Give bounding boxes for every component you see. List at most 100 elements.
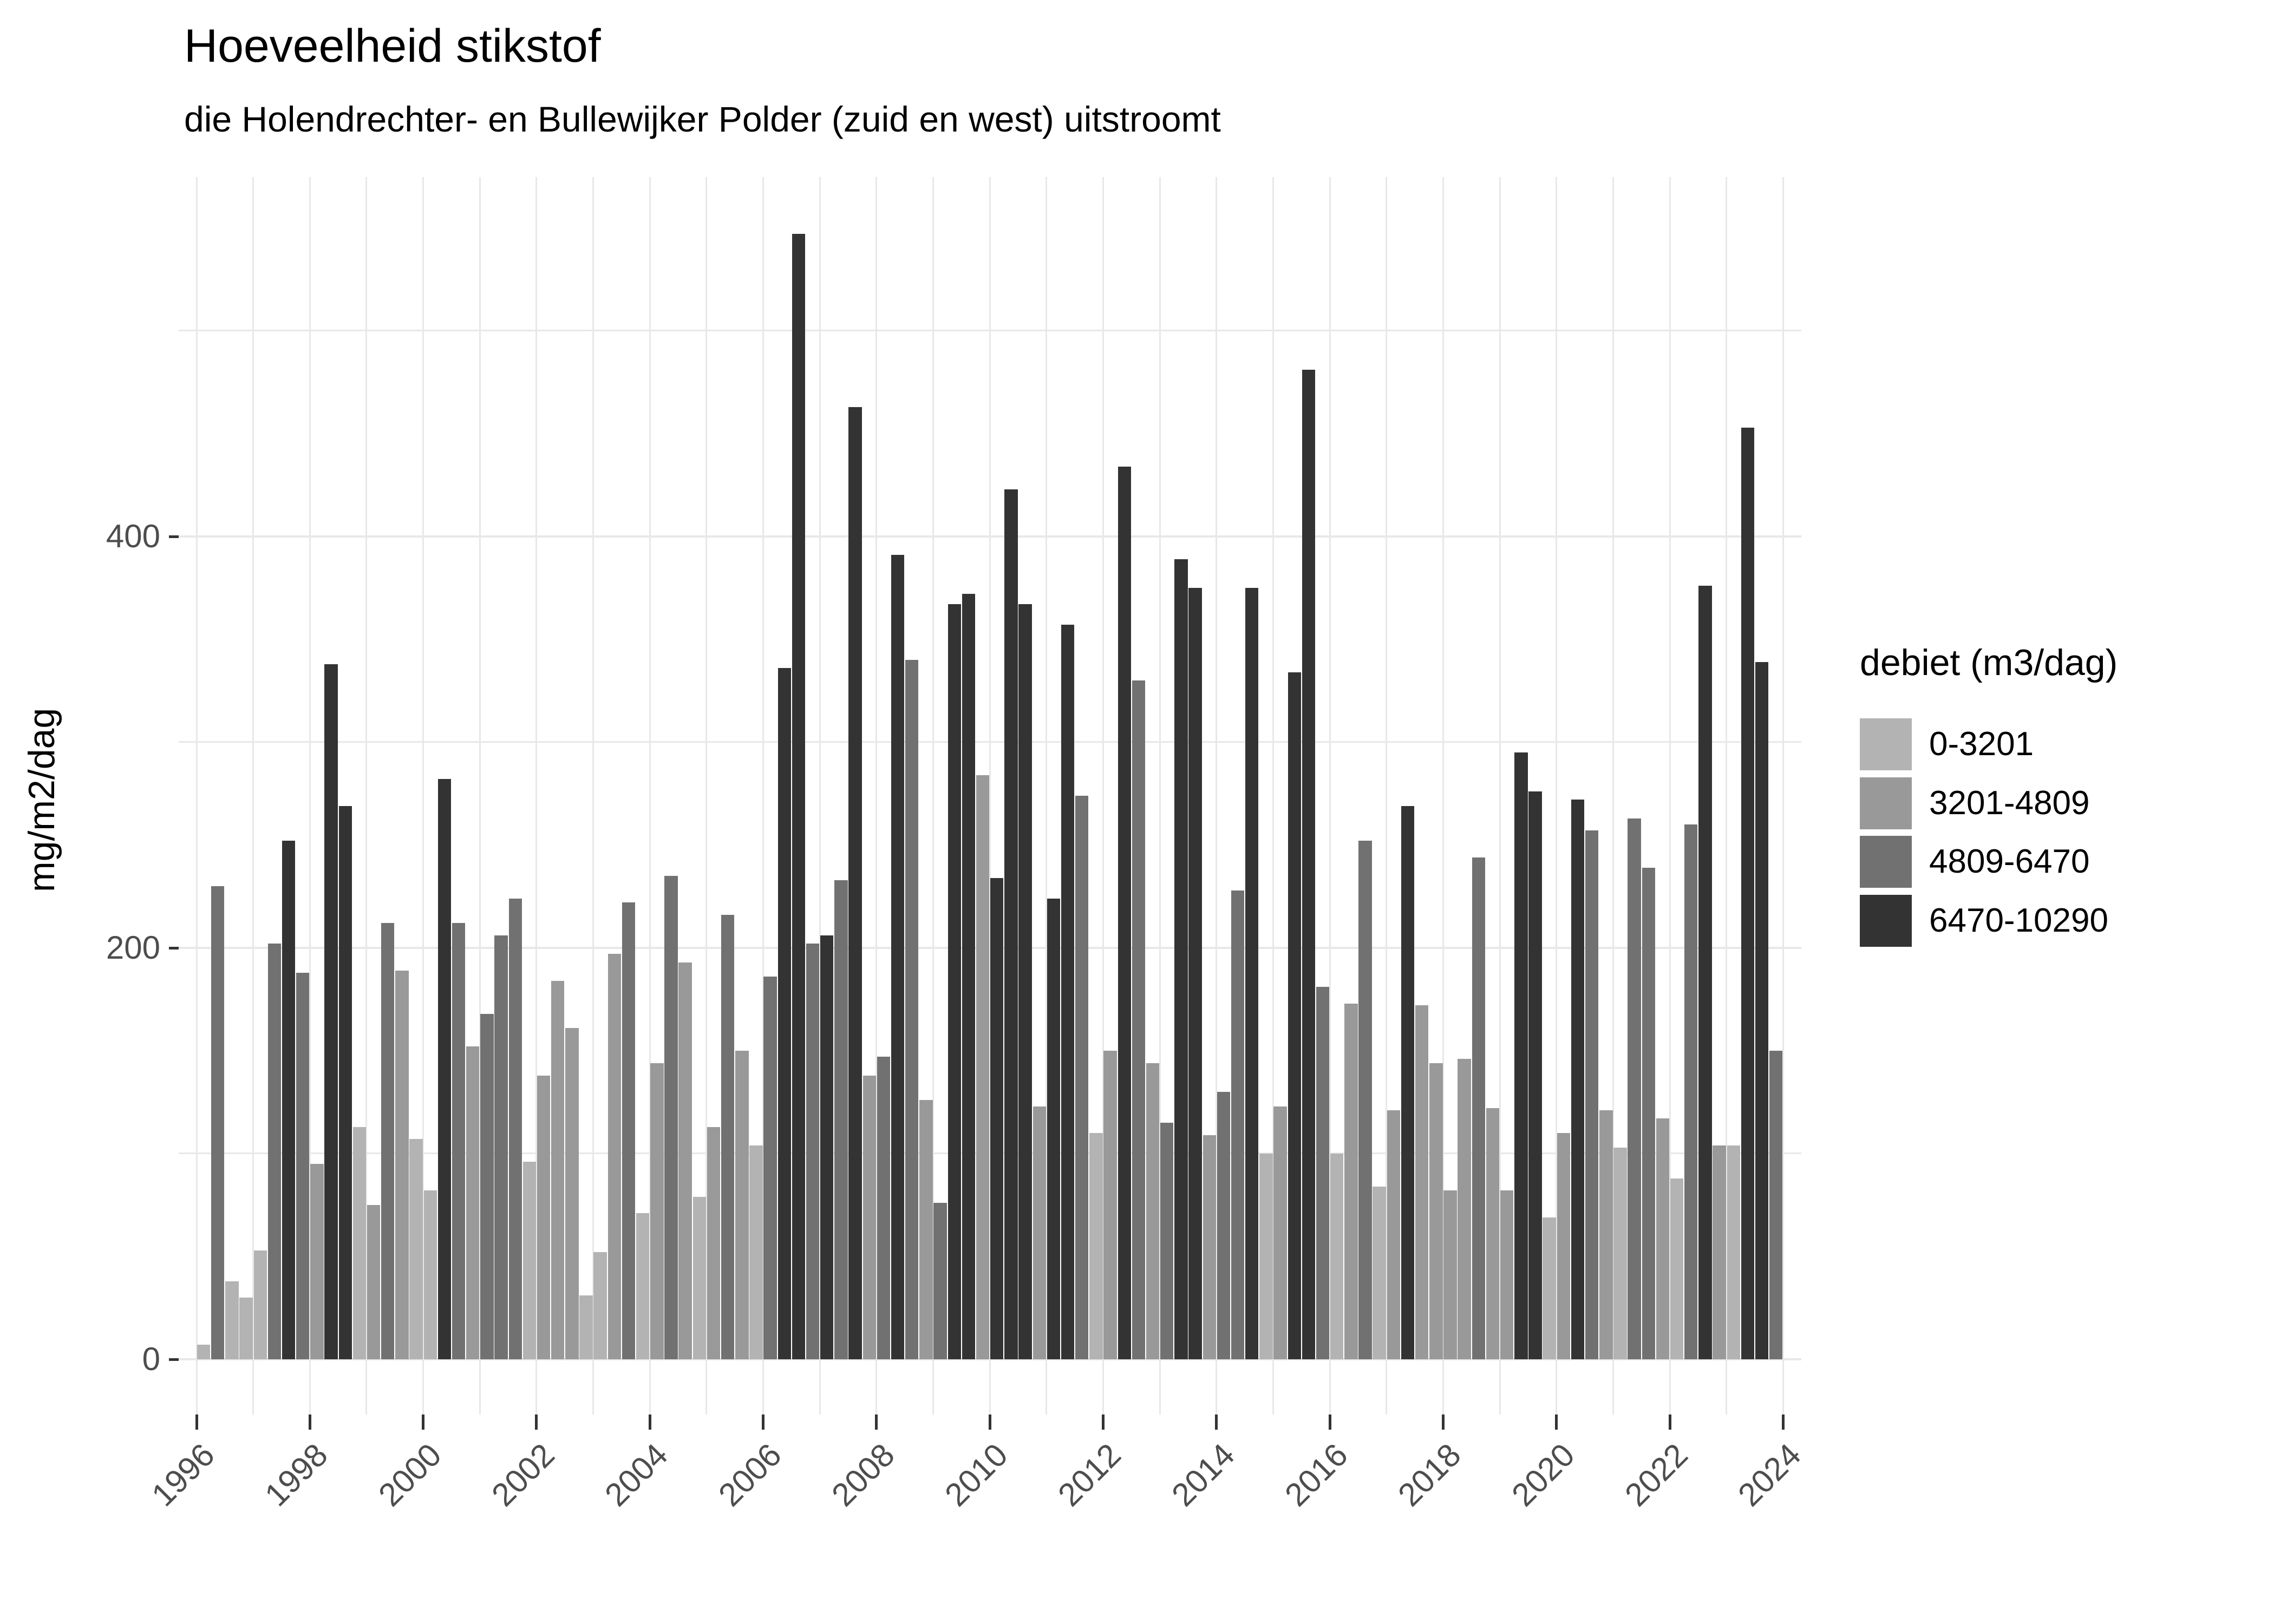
v-gridline-2001 — [479, 177, 481, 1415]
x-tick-label-2000: 2000 — [371, 1436, 448, 1514]
bar-2000-q2 — [437, 779, 452, 1359]
bar-2005-q3 — [735, 1051, 749, 1359]
bar-2018-q1 — [1443, 1190, 1457, 1359]
y-tick-0 — [169, 1358, 179, 1361]
bar-2009-q3 — [962, 594, 976, 1359]
v-gridline-2007 — [819, 177, 821, 1415]
bar-2013-q3 — [1188, 588, 1202, 1359]
y-tick-label-0: 0 — [142, 1341, 160, 1377]
x-tick-label-1998: 1998 — [258, 1436, 335, 1514]
x-tick-2024 — [1781, 1415, 1785, 1430]
x-tick-label-2014: 2014 — [1164, 1436, 1241, 1514]
bar-2015-q4 — [1316, 987, 1330, 1359]
bar-2005-q4 — [749, 1145, 763, 1359]
bar-2023-q4 — [1769, 1051, 1783, 1359]
v-gridline-2003 — [592, 177, 594, 1415]
bar-2021-q1 — [1613, 1147, 1627, 1359]
x-tick-label-2022: 2022 — [1618, 1436, 1695, 1514]
bar-2003-q2 — [607, 954, 622, 1359]
bar-2005-q1 — [707, 1127, 721, 1359]
x-tick-2000 — [422, 1415, 425, 1430]
bar-2005-q2 — [721, 915, 735, 1359]
x-tick-2018 — [1441, 1415, 1445, 1430]
v-gridline-2015 — [1272, 177, 1274, 1415]
v-gridline-1999 — [365, 177, 368, 1415]
x-tick-2012 — [1101, 1415, 1105, 1430]
x-tick-label-2008: 2008 — [825, 1436, 901, 1514]
bar-2022-q1 — [1670, 1178, 1684, 1359]
x-tick-2010 — [988, 1415, 991, 1430]
bar-2010-q4 — [1033, 1106, 1046, 1359]
x-tick-label-2012: 2012 — [1051, 1436, 1128, 1514]
bar-2016-q1 — [1330, 1154, 1344, 1359]
bar-2019-q1 — [1500, 1190, 1514, 1359]
legend-label-4809-6470: 4809-6470 — [1929, 843, 2090, 881]
v-gridline-2023 — [1726, 177, 1728, 1415]
bar-2000-q3 — [452, 923, 466, 1359]
plot-panel — [179, 177, 1801, 1415]
v-gridline-2010 — [989, 177, 991, 1415]
x-tick-label-2002: 2002 — [485, 1436, 561, 1514]
bar-2002-q4 — [579, 1295, 593, 1359]
v-gridline-1996 — [195, 177, 198, 1415]
legend-title: debiet (m3/dag) — [1860, 642, 2118, 683]
v-gridline-2024 — [1782, 177, 1784, 1415]
bar-2001-q1 — [480, 1013, 494, 1359]
bar-2001-q2 — [494, 935, 508, 1359]
v-gridline-2004 — [649, 177, 651, 1415]
x-tick-2022 — [1668, 1415, 1671, 1430]
bar-2014-q2 — [1231, 890, 1245, 1359]
bar-1996-q4 — [239, 1298, 253, 1359]
v-gridline-2019 — [1499, 177, 1501, 1415]
legend-label-3201-4809: 3201-4809 — [1929, 784, 2090, 822]
bar-2000-q4 — [466, 1046, 480, 1359]
legend-key-3201-4809 — [1860, 777, 1912, 829]
bar-2015-q2 — [1288, 672, 1301, 1359]
v-gridline-2009 — [932, 177, 934, 1415]
bar-2020-q2 — [1571, 800, 1585, 1359]
v-gridline-2013 — [1159, 177, 1161, 1415]
x-tick-1998 — [308, 1415, 311, 1430]
v-gridline-2002 — [535, 177, 538, 1415]
chart-title: Hoeveelheid stikstof — [184, 20, 601, 72]
bar-2012-q1 — [1103, 1051, 1117, 1359]
bar-2011-q3 — [1075, 795, 1089, 1359]
bar-2006-q3 — [792, 234, 806, 1359]
bar-2004-q3 — [678, 962, 692, 1359]
v-gridline-2022 — [1669, 177, 1671, 1415]
bar-1999-q4 — [409, 1139, 423, 1359]
bar-2018-q4 — [1486, 1108, 1500, 1359]
bar-1999-q1 — [367, 1205, 381, 1359]
bar-2023-q2 — [1741, 427, 1755, 1359]
bar-1998-q4 — [352, 1127, 367, 1359]
y-axis-title: mg/m2/dag — [21, 708, 62, 892]
bar-2012-q2 — [1118, 466, 1131, 1359]
v-gridline-2008 — [875, 177, 878, 1415]
v-gridline-2012 — [1102, 177, 1104, 1415]
bar-2006-q2 — [777, 668, 791, 1359]
x-tick-2006 — [762, 1415, 765, 1430]
legend-key-6470-10290 — [1860, 894, 1912, 947]
bar-2007-q2 — [834, 880, 848, 1359]
bar-1997-q2 — [267, 944, 282, 1359]
bar-2003-q4 — [636, 1213, 650, 1359]
bar-2015-q1 — [1273, 1106, 1287, 1359]
bar-2012-q4 — [1146, 1063, 1160, 1359]
bar-2017-q4 — [1429, 1063, 1443, 1359]
v-gridline-2014 — [1216, 177, 1218, 1415]
bar-1999-q2 — [381, 923, 395, 1359]
bar-1996-q1 — [197, 1345, 211, 1359]
bar-2010-q2 — [1004, 489, 1018, 1359]
bar-2004-q4 — [692, 1196, 707, 1359]
bar-2012-q3 — [1132, 680, 1146, 1359]
bar-2016-q4 — [1373, 1186, 1386, 1359]
bar-2003-q3 — [622, 902, 636, 1359]
v-gridline-1998 — [309, 177, 311, 1415]
y-tick-400 — [169, 535, 179, 538]
bar-2004-q2 — [664, 876, 678, 1359]
bar-2022-q2 — [1684, 824, 1698, 1359]
bar-2018-q2 — [1458, 1059, 1471, 1359]
bar-2019-q4 — [1543, 1217, 1556, 1359]
legend-key-0-3201 — [1860, 718, 1912, 770]
bar-2010-q1 — [990, 878, 1004, 1359]
